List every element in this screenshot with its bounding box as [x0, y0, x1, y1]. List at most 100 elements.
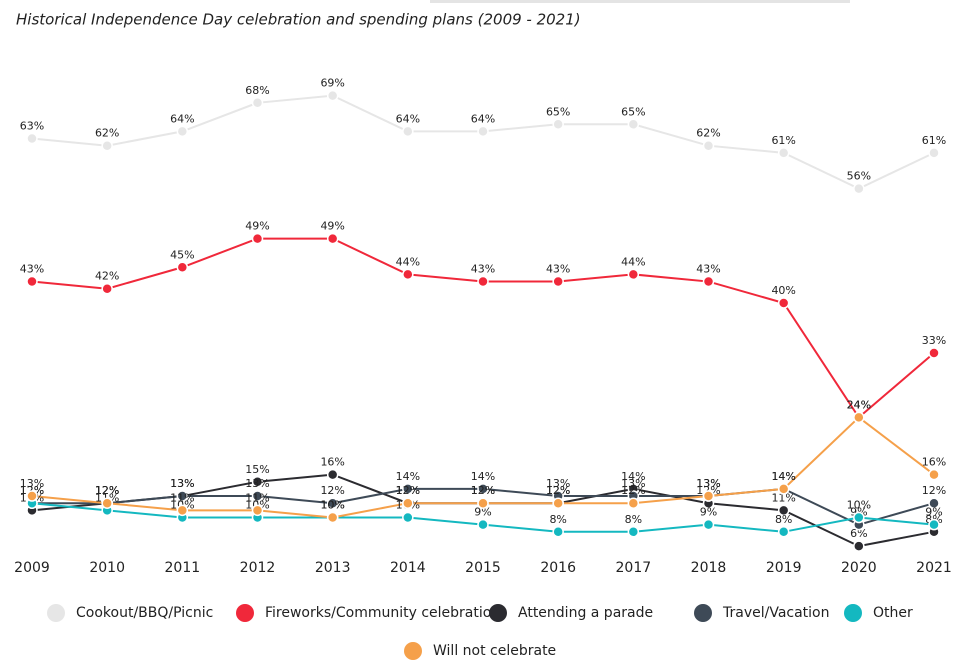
x-tick-label: 2016: [540, 560, 576, 576]
legend-item: Fireworks/Community celebration: [236, 604, 500, 622]
data-label: 13%: [20, 477, 44, 490]
x-tick-label: 2012: [240, 560, 276, 576]
legend-label: Travel/Vacation: [722, 605, 830, 621]
data-label: 11%: [170, 491, 194, 504]
data-point: [26, 275, 38, 288]
data-point: [702, 139, 715, 152]
data-point: [402, 497, 414, 509]
data-point: [402, 125, 414, 138]
data-label: 12%: [546, 484, 570, 497]
x-tick-label: 2021: [916, 560, 952, 576]
data-point: [26, 132, 38, 145]
data-label: 12%: [621, 484, 645, 497]
x-tick-label: 2010: [89, 560, 125, 576]
data-label: 14%: [621, 470, 645, 483]
data-point: [251, 97, 264, 109]
data-point: [251, 504, 264, 517]
data-label: 12%: [95, 484, 119, 497]
data-label: 8%: [625, 513, 642, 526]
data-point: [853, 540, 865, 552]
x-tick-label: 2020: [841, 560, 877, 576]
data-label: 68%: [245, 84, 269, 97]
x-tick-label: 2013: [315, 560, 351, 576]
data-label: 12%: [95, 484, 119, 497]
legend-label: Fireworks/Community celebration: [265, 605, 500, 621]
data-point: [251, 490, 264, 502]
data-label: 44%: [621, 255, 645, 268]
legend-item: Cookout/BBQ/Picnic: [47, 604, 213, 622]
data-point: [176, 490, 189, 502]
data-label: 42%: [95, 270, 119, 283]
data-point: [477, 483, 489, 495]
data-point: [627, 526, 640, 538]
x-tick-label: 2019: [766, 560, 802, 576]
x-tick-label: 2009: [14, 560, 50, 576]
legend-item: Attending a parade: [489, 604, 653, 622]
data-label: 61%: [771, 134, 795, 147]
data-label: 13%: [170, 477, 194, 490]
legend-item: Travel/Vacation: [694, 604, 830, 622]
data-point: [477, 125, 489, 138]
data-label: 65%: [621, 105, 645, 118]
data-point: [101, 497, 113, 509]
data-point: [853, 182, 865, 195]
data-point: [326, 468, 339, 481]
data-point: [477, 275, 489, 288]
data-point: [777, 483, 790, 495]
data-point: [402, 268, 414, 281]
data-point: [251, 476, 264, 488]
data-label: 9%: [474, 506, 491, 519]
data-point: [176, 125, 189, 138]
data-label: 14%: [471, 470, 495, 483]
data-label: 13%: [546, 477, 570, 490]
data-label: 12%: [320, 484, 344, 497]
data-label: 12%: [95, 484, 119, 497]
data-point: [326, 89, 339, 102]
legend-swatch: [404, 642, 422, 660]
data-label: 12%: [471, 484, 495, 497]
data-point: [777, 526, 790, 538]
data-point: [853, 411, 865, 424]
data-point: [326, 511, 339, 524]
data-label: 16%: [320, 456, 344, 469]
data-label: 13%: [696, 477, 720, 490]
data-label: 64%: [396, 112, 420, 125]
data-label: 62%: [95, 127, 119, 140]
data-point: [552, 275, 564, 288]
data-label: 10%: [320, 499, 344, 512]
data-label: 40%: [771, 284, 795, 297]
legend-item: Other: [844, 604, 913, 622]
data-point: [101, 139, 113, 152]
data-point: [26, 490, 38, 502]
data-point: [552, 526, 564, 538]
data-point: [627, 268, 640, 281]
data-label: 14%: [771, 470, 795, 483]
data-point: [928, 497, 940, 509]
data-label: 10%: [320, 499, 344, 512]
legend-swatch: [489, 604, 507, 622]
data-point: [176, 261, 189, 273]
data-label: 13%: [621, 477, 645, 490]
data-label: 24%: [847, 398, 871, 411]
data-label: 49%: [320, 220, 344, 233]
x-tick-label: 2017: [616, 560, 652, 576]
data-label: 15%: [245, 463, 269, 476]
data-label: 43%: [471, 263, 495, 276]
data-point: [928, 468, 940, 481]
data-point: [702, 490, 715, 502]
data-label: 43%: [20, 263, 44, 276]
data-label: 13%: [696, 477, 720, 490]
x-tick-label: 2018: [691, 560, 727, 576]
data-point: [928, 347, 940, 359]
data-label: 11%: [245, 491, 269, 504]
data-label: 11%: [771, 491, 795, 504]
data-point: [928, 518, 940, 531]
data-label: 8%: [549, 513, 566, 526]
data-point: [101, 282, 113, 295]
legend-label: Cookout/BBQ/Picnic: [76, 605, 213, 621]
data-point: [552, 118, 564, 130]
legend-label: Other: [873, 605, 913, 621]
chart-title: Historical Independence Day celebration …: [16, 11, 581, 29]
data-point: [402, 483, 414, 495]
x-tick-label: 2014: [390, 560, 426, 576]
